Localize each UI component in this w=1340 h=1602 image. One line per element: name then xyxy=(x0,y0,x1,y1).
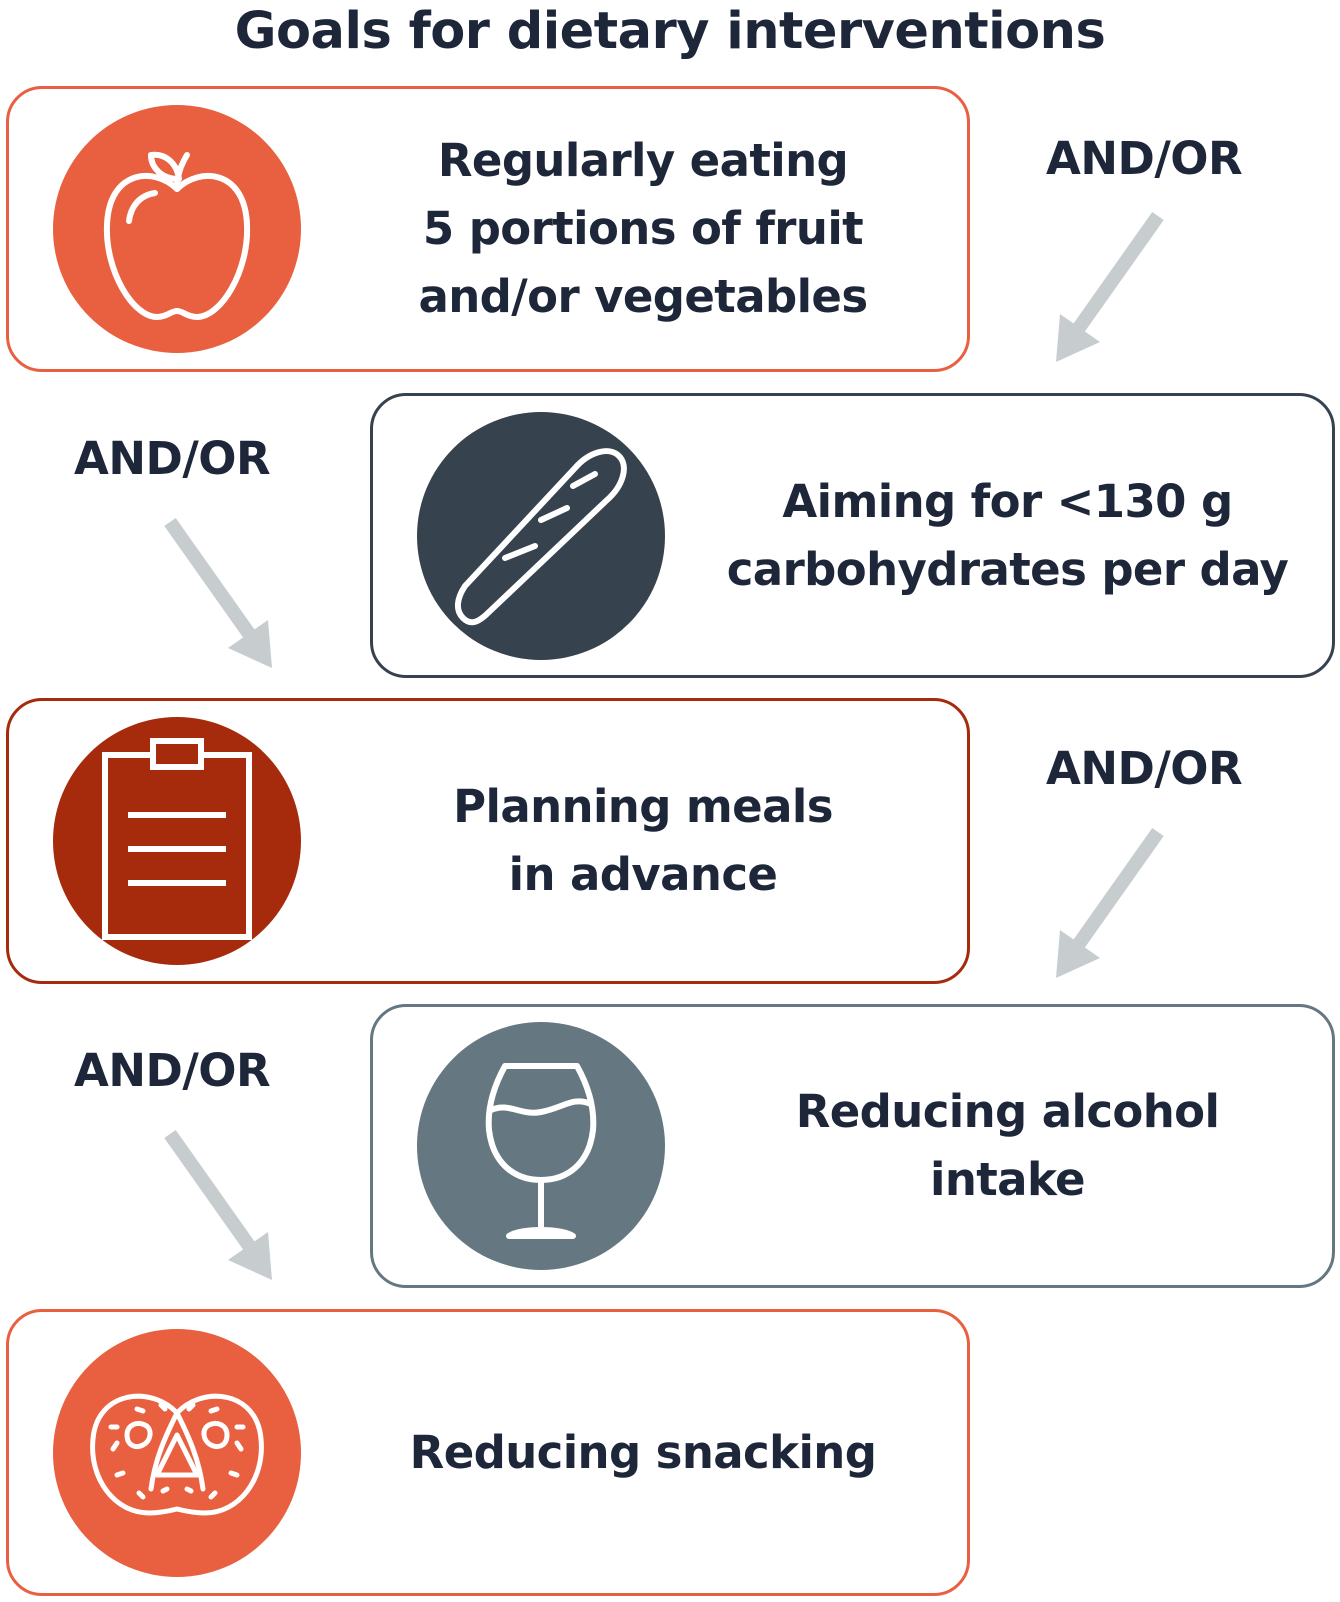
goal-label-text: Aiming for <130 g carbohydrates per day xyxy=(726,474,1289,596)
goal-label: Planning meals in advance xyxy=(339,701,947,981)
andor-label: AND/OR xyxy=(74,1044,271,1097)
connector-andor-4: AND/OR xyxy=(66,1044,336,1280)
goal-label: Reducing alcohol intake xyxy=(703,1007,1312,1285)
andor-label: AND/OR xyxy=(1046,132,1243,185)
apple-icon xyxy=(103,151,251,320)
wine-glass-icon xyxy=(485,1063,597,1239)
goal-icon-circle xyxy=(417,411,665,660)
diagram-title: Goals for dietary interventions xyxy=(234,2,1106,61)
goal-box-planning-meals: Planning meals in advance xyxy=(6,698,970,984)
goal-label: Reducing snacking xyxy=(339,1312,947,1593)
clipboard-icon xyxy=(102,738,252,940)
goal-label-text: Planning meals in advance xyxy=(453,780,833,901)
goal-box-fruit-vegetables: Regularly eating 5 portions of fruit and… xyxy=(6,86,970,372)
diagonal-arrow-icon xyxy=(164,517,272,668)
connector-andor-2: AND/OR xyxy=(66,432,336,668)
goal-box-carbohydrates: Aiming for <130 g carbohydrates per day xyxy=(370,393,1335,678)
goal-icon-circle xyxy=(53,105,301,353)
diagonal-arrow-icon xyxy=(164,1129,272,1280)
goal-label: Regularly eating 5 portions of fruit and… xyxy=(339,89,947,369)
diagonal-arrow-icon xyxy=(1056,827,1164,978)
pretzel-icon xyxy=(90,1393,264,1515)
goal-icon-circle xyxy=(417,1022,665,1270)
goal-label-text: Regularly eating 5 portions of fruit and… xyxy=(418,134,868,323)
andor-label: AND/OR xyxy=(74,432,271,485)
bread-icon xyxy=(455,447,627,625)
connector-andor-1: AND/OR xyxy=(1030,132,1290,362)
connector-andor-3: AND/OR xyxy=(1030,742,1290,978)
diagonal-arrow-icon xyxy=(1056,211,1164,362)
goal-label: Aiming for <130 g carbohydrates per day xyxy=(703,396,1312,675)
goal-box-snacking: Reducing snacking xyxy=(6,1309,970,1596)
goal-label-text: Reducing alcohol intake xyxy=(795,1085,1220,1206)
goal-box-alcohol: Reducing alcohol intake xyxy=(370,1004,1335,1288)
goal-icon-circle xyxy=(53,717,301,965)
andor-label: AND/OR xyxy=(1046,742,1243,795)
goal-icon-circle xyxy=(53,1328,301,1577)
goal-label-text: Reducing snacking xyxy=(409,1425,877,1479)
